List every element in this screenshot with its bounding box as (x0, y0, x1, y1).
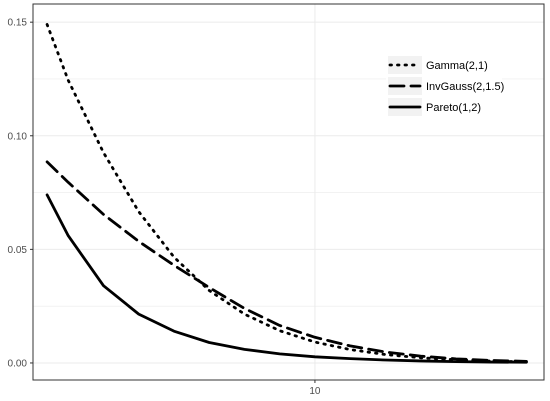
axes: 0.00 0.05 0.10 0.15 10 (8, 18, 321, 397)
x-tick-label: 10 (309, 386, 321, 397)
legend-label: InvGauss(2,1.5) (426, 81, 504, 93)
y-tick-label: 0.10 (8, 131, 28, 142)
series-line-3 (45, 193, 528, 364)
y-tick-label: 0.05 (8, 245, 28, 256)
series-lines (45, 23, 528, 364)
legend-label: Pareto(1,2) (426, 102, 481, 114)
series-line-2 (45, 160, 528, 363)
y-tick-label: 0.15 (8, 18, 28, 29)
legend-label: Gamma(2,1) (426, 60, 488, 72)
y-tick-label: 0.00 (8, 358, 28, 369)
legend: Gamma(2,1) InvGauss(2,1.5) Pareto(1,2) (386, 54, 504, 121)
panel-border (32, 3, 545, 381)
